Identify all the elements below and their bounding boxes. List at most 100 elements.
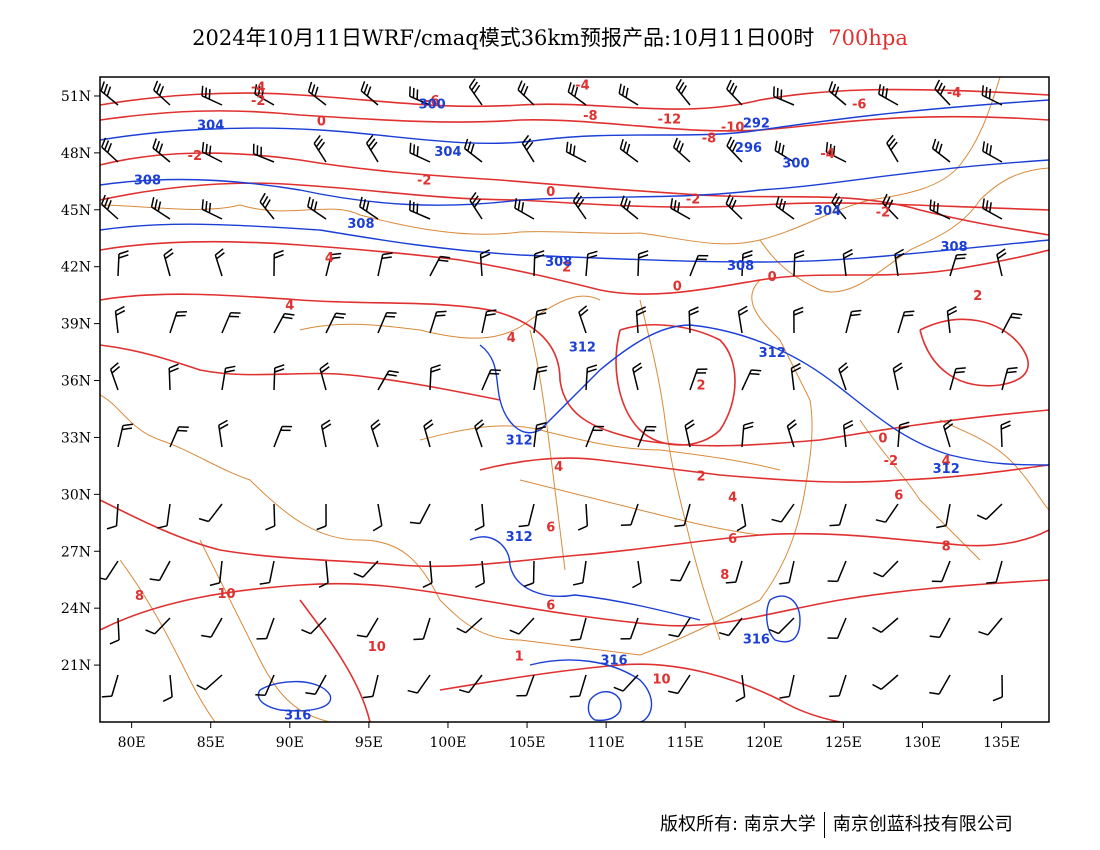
wind-barb-feather: [935, 141, 940, 152]
wind-barb-feather: [262, 196, 269, 206]
wind-barb-feather: [209, 582, 220, 587]
wind-barb-feather: [626, 200, 631, 211]
temperature-contour-label: 0: [768, 270, 777, 285]
wind-barb-staff: [882, 560, 899, 578]
wind-barb-feather: [779, 695, 790, 699]
lat-tick-label: 42N: [61, 260, 91, 276]
wind-barb-feather: [208, 202, 212, 213]
wind-barb-feather: [169, 367, 179, 373]
wind-barb-feather: [388, 370, 399, 374]
temperature-contour-label: 10: [652, 672, 670, 687]
wind-barb-feather: [407, 689, 418, 694]
wind-barb-feather: [480, 253, 491, 259]
wind-barb-feather: [150, 197, 155, 208]
temperature-contour-label: 4: [942, 454, 951, 469]
wind-barb-feather: [988, 88, 992, 99]
wind-barb-feather: [307, 81, 313, 92]
wind-barb-feather: [157, 525, 168, 529]
wind-barb-feather: [904, 310, 915, 313]
wind-barb-feather: [1001, 424, 1011, 430]
wind-barb-staff: [677, 617, 691, 638]
wind-barb-feather: [523, 582, 534, 588]
wind-barb-feather: [638, 254, 649, 259]
wind-barb-feather: [196, 684, 206, 691]
wind-barb-feather: [725, 581, 736, 584]
temperature-contour-label: 10: [368, 640, 386, 655]
wind-barb-staff: [481, 560, 486, 583]
wind-barb-feather: [850, 313, 861, 317]
wind-barb-feather: [218, 423, 229, 430]
lat-tick-label: 39N: [61, 317, 91, 333]
wind-barb-feather: [839, 366, 849, 374]
wind-barb-staff: [205, 674, 223, 691]
wind-barb-feather: [305, 692, 316, 695]
temperature-contour-label: 6: [546, 598, 555, 613]
wind-barb-feather: [954, 370, 965, 374]
wind-barb-feather: [774, 140, 778, 151]
wind-barb-feather: [667, 690, 679, 695]
wind-barb-feather: [791, 366, 802, 373]
wind-barb-feather: [738, 305, 748, 312]
wind-barb-feather: [115, 309, 126, 316]
wind-barb-staff: [622, 674, 639, 692]
wind-barb-staff: [987, 617, 1003, 636]
wind-barb-feather: [103, 197, 109, 208]
lat-tick-label: 27N: [61, 544, 91, 560]
wind-barb-feather: [273, 253, 284, 259]
wind-barb-feather: [103, 83, 109, 94]
wind-barb-feather: [936, 524, 947, 529]
wind-barb-feather: [353, 572, 364, 578]
wind-barb-feather: [729, 139, 735, 150]
wind-barb-feather: [100, 81, 105, 92]
wind-barb-staff: [218, 560, 223, 583]
wind-barb-staff: [208, 503, 223, 522]
wind-barb-feather: [794, 250, 805, 255]
wind-barb-feather: [359, 196, 363, 207]
wind-barb-feather: [895, 252, 905, 259]
lon-tick-label: 120E: [746, 735, 783, 751]
wind-barb-feather: [751, 369, 762, 372]
wind-barb-feather: [674, 524, 685, 528]
wind-barb-feather: [577, 525, 588, 531]
wind-barb-feather: [742, 254, 753, 259]
wind-barb-feather: [273, 249, 284, 255]
temperature-contour-label: -6: [425, 94, 439, 109]
wind-barb-feather: [620, 195, 625, 206]
temperature-contour-label: -4: [251, 80, 265, 95]
wind-barb-feather: [319, 362, 329, 370]
wind-barb-feather: [793, 306, 804, 312]
wind-barb-feather: [430, 368, 441, 373]
temperature-contour-label: 6: [894, 488, 903, 503]
wind-barb-feather: [769, 628, 779, 635]
wind-barb-feather: [728, 82, 735, 93]
wind-barb-feather: [317, 141, 326, 151]
wind-barb-staff: [419, 503, 431, 524]
wind-barb-feather: [470, 143, 475, 154]
lon-tick-label: 80E: [118, 735, 146, 751]
wind-barb-staff: [362, 560, 379, 578]
wind-barb-feather: [677, 202, 681, 213]
wind-barb-feather: [518, 524, 529, 528]
wind-barb-staff: [111, 674, 119, 697]
wind-barb-feather: [781, 200, 787, 211]
temperature-contour-label: 8: [720, 568, 729, 583]
wind-barb-staff: [578, 674, 587, 697]
wind-barb-feather: [1000, 420, 1011, 426]
wind-barb-staff: [429, 560, 433, 583]
wind-barb-feather: [899, 421, 910, 426]
wind-barb-feather: [520, 83, 526, 93]
wind-barb-feather: [456, 627, 466, 634]
wind-barb-feather: [422, 582, 433, 588]
wind-barb-feather: [509, 629, 520, 635]
temperature-contour-label: 0: [673, 280, 682, 295]
wind-barb-staff: [788, 560, 795, 583]
wind-barb-staff: [741, 503, 747, 526]
wind-barb-feather: [158, 85, 165, 96]
wind-barb-feather: [372, 525, 383, 532]
temperature-contours: [100, 88, 1049, 722]
wind-barb-feather: [153, 80, 159, 91]
wind-barb-feather: [670, 198, 674, 209]
wind-barb-feather: [517, 80, 523, 91]
wind-barb-feather: [894, 248, 904, 255]
